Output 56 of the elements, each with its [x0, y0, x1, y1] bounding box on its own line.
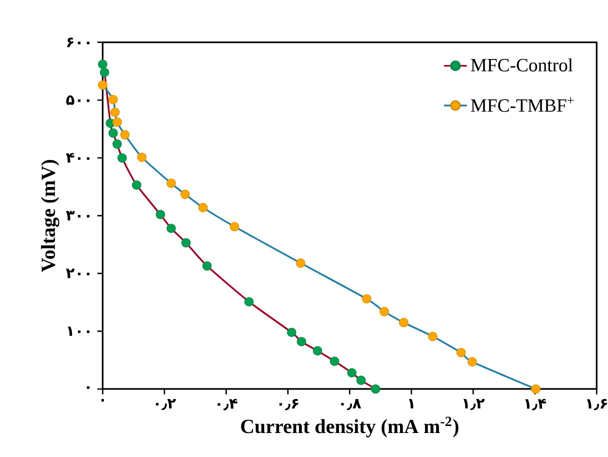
point — [181, 238, 191, 248]
x-tick-label: ۰٫۴ — [218, 399, 238, 410]
point — [362, 294, 372, 304]
y-tick-label: ۰ — [86, 386, 90, 389]
x-tick-label: ۰٫۶ — [279, 399, 298, 410]
point — [137, 152, 147, 162]
point — [110, 108, 120, 117]
x-tick-label: ۱ — [408, 399, 414, 408]
legend-label: MFC-TMBF$^{+}$ — [470, 97, 574, 112]
x-tick-label: ۱٫۲ — [464, 399, 485, 410]
point — [156, 210, 166, 220]
point — [166, 224, 176, 234]
x-tick-label: ۰ — [101, 399, 104, 402]
point — [456, 348, 466, 358]
point — [112, 139, 122, 149]
y-tick-label: ۲۰۰ — [66, 268, 90, 278]
y-tick-label: ۵۰۰ — [66, 95, 90, 105]
point — [98, 80, 108, 90]
x-tick-label: ۱٫۴ — [525, 399, 546, 410]
y-tick-label: ۱۰۰ — [68, 326, 90, 336]
legend-label: MFC-Control — [470, 58, 573, 72]
point — [296, 258, 306, 268]
point — [286, 328, 296, 338]
y-tick-label: ۴۰۰ — [66, 153, 90, 163]
point — [296, 336, 306, 346]
x-tick-label: ۰٫۸ — [341, 399, 362, 410]
point — [380, 306, 389, 316]
point — [244, 297, 254, 306]
x-tick-label: ۰٫۲ — [156, 399, 176, 410]
y-axis-title: Voltage (mV) — [41, 160, 60, 272]
point — [356, 376, 366, 385]
point — [100, 68, 110, 78]
point — [132, 180, 142, 190]
point — [202, 261, 212, 271]
point — [330, 356, 340, 366]
point — [428, 332, 438, 342]
point — [117, 153, 127, 163]
point — [180, 190, 190, 199]
point — [112, 117, 122, 127]
point — [468, 357, 477, 367]
point — [531, 384, 541, 394]
point — [198, 202, 208, 212]
point — [399, 318, 408, 328]
point — [347, 368, 356, 378]
y-tick-label: ۶۰۰ — [67, 38, 90, 48]
point — [370, 384, 380, 394]
x-tick-label: ۱٫۶ — [587, 399, 607, 410]
point — [108, 128, 118, 138]
point — [108, 94, 118, 104]
point — [312, 346, 322, 356]
point — [166, 178, 176, 188]
x-axis-title: Current density (mA m$^{-2}$) — [241, 416, 458, 438]
point — [230, 222, 240, 232]
point — [120, 130, 130, 140]
point — [98, 60, 108, 69]
y-tick-label: ۳۰۰ — [66, 211, 90, 220]
